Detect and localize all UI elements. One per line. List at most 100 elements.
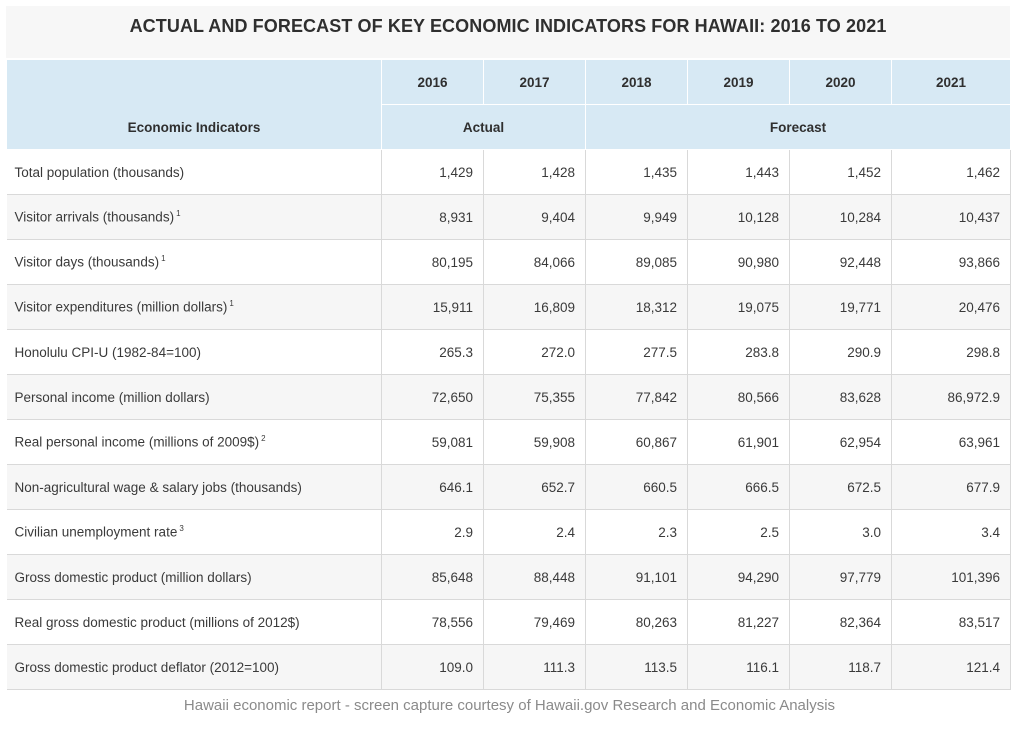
indicator-label: Non-agricultural wage & salary jobs (tho… (14, 479, 302, 495)
value-cell: 20,476 (891, 284, 1011, 330)
value-cell: 116.1 (687, 644, 790, 690)
indicator-label: Gross domestic product deflator (2012=10… (14, 659, 280, 675)
value-cell: 3.0 (789, 509, 892, 555)
value-cell: 113.5 (585, 644, 688, 690)
table-row: Civilian unemployment rate 3 2.9 2.4 2.3 2.5 3… (6, 509, 1011, 555)
footnote-marker: 1 (229, 299, 234, 309)
indicator-cell: Total population (thousands) (6, 149, 382, 195)
table-row: Non-agricultural wage & salary jobs (tho… (6, 464, 1011, 510)
value-cell: 19,075 (687, 284, 790, 330)
value-cell: 75,355 (483, 374, 586, 420)
indicator-label: Visitor arrivals (thousands) (14, 209, 175, 225)
value-cell: 94,290 (687, 554, 790, 600)
table-row: Personal income (million dollars) 72,650 7… (6, 374, 1011, 420)
value-cell: 1,435 (585, 149, 688, 195)
title-bar: ACTUAL AND FORECAST OF KEY ECONOMIC INDI… (6, 6, 1010, 58)
indicator-cell: Real gross domestic product (millions of… (6, 599, 382, 645)
value-cell: 16,809 (483, 284, 586, 330)
value-cell: 265.3 (381, 329, 484, 375)
value-cell: 84,066 (483, 239, 586, 285)
value-cell: 2.5 (687, 509, 790, 555)
value-cell: 60,867 (585, 419, 688, 465)
report-frame: ACTUAL AND FORECAST OF KEY ECONOMIC INDI… (6, 6, 1011, 690)
indicator-cell: Visitor days (thousands) 1 (6, 239, 382, 285)
value-cell: 93,866 (891, 239, 1011, 285)
value-cell: 90,980 (687, 239, 790, 285)
value-cell: 63,961 (891, 419, 1011, 465)
indicator-label: Visitor days (thousands) (14, 254, 160, 270)
value-cell: 3.4 (891, 509, 1011, 555)
value-cell: 79,469 (483, 599, 586, 645)
value-cell: 92,448 (789, 239, 892, 285)
indicator-label: Honolulu CPI-U (1982-84=100) (14, 344, 201, 360)
footnote-marker: 1 (161, 254, 166, 264)
value-cell: 298.8 (891, 329, 1011, 375)
table-body: Total population (thousands) 1,429 1,428 1,… (6, 149, 1011, 690)
indicator-cell: Visitor arrivals (thousands) 1 (6, 194, 382, 240)
value-cell: 72,650 (381, 374, 484, 420)
header-year: 2021 (891, 59, 1011, 105)
footnote-marker: 2 (261, 434, 266, 444)
value-cell: 652.7 (483, 464, 586, 510)
value-cell: 97,779 (789, 554, 892, 600)
value-cell: 1,462 (891, 149, 1011, 195)
table-row: Visitor expenditures (million dollars) 1 1… (6, 284, 1011, 330)
indicator-cell: Personal income (million dollars) (6, 374, 382, 420)
value-cell: 85,648 (381, 554, 484, 600)
value-cell: 9,949 (585, 194, 688, 240)
value-cell: 86,972.9 (891, 374, 1011, 420)
indicator-label: Visitor expenditures (million dollars) (14, 299, 228, 315)
table-row: Gross domestic product deflator (2012=10… (6, 644, 1011, 690)
value-cell: 18,312 (585, 284, 688, 330)
header-year: 2017 (483, 59, 586, 105)
table-row: Real personal income (millions of 2009$)… (6, 419, 1011, 465)
header-year: 2018 (585, 59, 688, 105)
table-row: Visitor arrivals (thousands) 1 8,931 9,404 9… (6, 194, 1011, 240)
value-cell: 672.5 (789, 464, 892, 510)
value-cell: 19,771 (789, 284, 892, 330)
footnote-marker: 1 (176, 209, 181, 219)
value-cell: 80,195 (381, 239, 484, 285)
value-cell: 1,428 (483, 149, 586, 195)
value-cell: 1,452 (789, 149, 892, 195)
value-cell: 82,364 (789, 599, 892, 645)
table-row: Honolulu CPI-U (1982-84=100) 265.3 272.0 27… (6, 329, 1011, 375)
header-forecast: Forecast (585, 104, 1011, 150)
value-cell: 91,101 (585, 554, 688, 600)
value-cell: 111.3 (483, 644, 586, 690)
header-row-years: Economic Indicators 2016 2017 2018 2019 … (6, 59, 1011, 150)
value-cell: 10,437 (891, 194, 1011, 240)
value-cell: 666.5 (687, 464, 790, 510)
table-title: ACTUAL AND FORECAST OF KEY ECONOMIC INDI… (129, 16, 887, 36)
value-cell: 1,429 (381, 149, 484, 195)
value-cell: 83,628 (789, 374, 892, 420)
indicator-cell: Real personal income (millions of 2009$)… (6, 419, 382, 465)
table-row: Real gross domestic product (millions of… (6, 599, 1011, 645)
value-cell: 272.0 (483, 329, 586, 375)
value-cell: 9,404 (483, 194, 586, 240)
indicator-label: Personal income (million dollars) (14, 389, 210, 405)
value-cell: 118.7 (789, 644, 892, 690)
value-cell: 283.8 (687, 329, 790, 375)
indicator-cell: Gross domestic product (million dollars) (6, 554, 382, 600)
value-cell: 15,911 (381, 284, 484, 330)
value-cell: 2.3 (585, 509, 688, 555)
header-actual: Actual (381, 104, 586, 150)
header-year: 2020 (789, 59, 892, 105)
header-year: 2016 (381, 59, 484, 105)
value-cell: 660.5 (585, 464, 688, 510)
indicator-label: Gross domestic product (million dollars) (14, 569, 252, 585)
value-cell: 646.1 (381, 464, 484, 510)
value-cell: 80,263 (585, 599, 688, 645)
indicator-label: Real personal income (millions of 2009$) (14, 434, 260, 450)
value-cell: 89,085 (585, 239, 688, 285)
value-cell: 109.0 (381, 644, 484, 690)
table-row: Gross domestic product (million dollars)… (6, 554, 1011, 600)
indicator-cell: Civilian unemployment rate 3 (6, 509, 382, 555)
value-cell: 677.9 (891, 464, 1011, 510)
value-cell: 10,128 (687, 194, 790, 240)
value-cell: 88,448 (483, 554, 586, 600)
table-row: Visitor days (thousands) 1 80,195 84,066 89,… (6, 239, 1011, 285)
value-cell: 1,443 (687, 149, 790, 195)
header-year: 2019 (687, 59, 790, 105)
